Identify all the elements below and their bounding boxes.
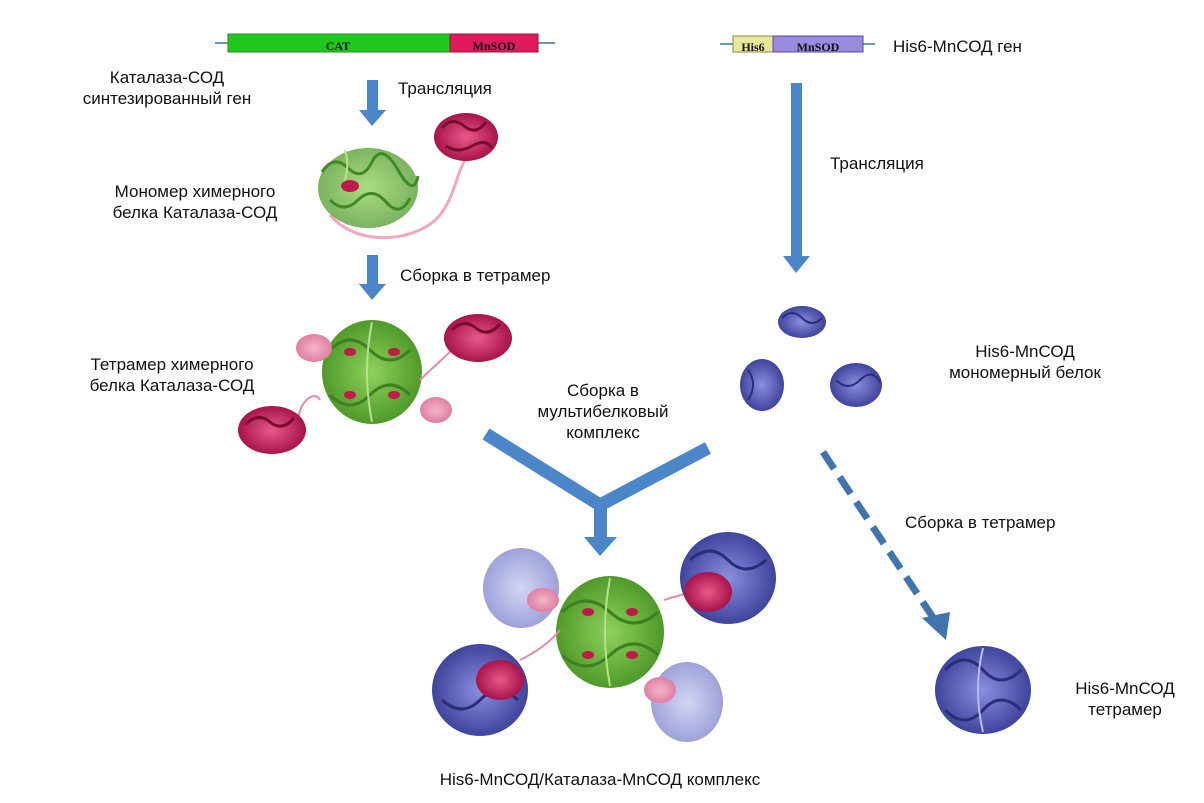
complex-caption: His6-MnСОД/Каталаза-MnСОД комплекс: [439, 770, 761, 789]
multiprotein-assembly-label: Сборка в мультибелковый комплекс: [537, 381, 669, 442]
multiprotein-complex-structure: [432, 532, 776, 742]
gene-segment-mnsod-label: MnSOD: [472, 39, 516, 53]
arrow-translation-left: [359, 80, 386, 126]
tetramer-caption: Тетрамер химерного белка Каталаза-СОД: [89, 355, 255, 395]
chimeric-tetramer-structure: [238, 314, 512, 454]
his6-gene-bar: [720, 35, 875, 53]
gene-segment-cat-label: CAT: [325, 39, 351, 53]
tetramer-assembly-left-label: Сборка в тетрамер: [400, 266, 551, 285]
arrow-multiprotein: [482, 428, 712, 556]
chimeric-monomer-structure: [318, 113, 498, 239]
arrow-assembly-left: [359, 255, 386, 300]
gene-segment-his6-label: His6: [741, 40, 765, 54]
his6-tetramer-caption: His6-MnСОД тетрамер: [1075, 679, 1175, 719]
translation-right-label: Трансляция: [830, 154, 924, 173]
gene-segment-his-mnsod-label: MnSOD: [796, 40, 840, 54]
his6-monomer-caption: His6-MnСОД мономерный белок: [949, 342, 1101, 382]
his6-gene-caption: His6-MnСОД ген: [893, 37, 1022, 56]
his6-tetramer-structure: [935, 646, 1031, 734]
his6-monomer-structures: [740, 306, 882, 411]
fusion-gene-caption: Каталаза-СОД синтезированный ген: [82, 68, 252, 108]
monomer-caption: Мономер химерного белка Каталаза-СОД: [112, 182, 278, 222]
translation-left-label: Трансляция: [398, 79, 492, 98]
fusion-gene-bar: [215, 33, 555, 53]
arrow-translation-right: [783, 83, 810, 273]
arrow-dashed-tetramer: [820, 450, 950, 640]
tetramer-assembly-right-label: Сборка в тетрамер: [905, 513, 1056, 532]
